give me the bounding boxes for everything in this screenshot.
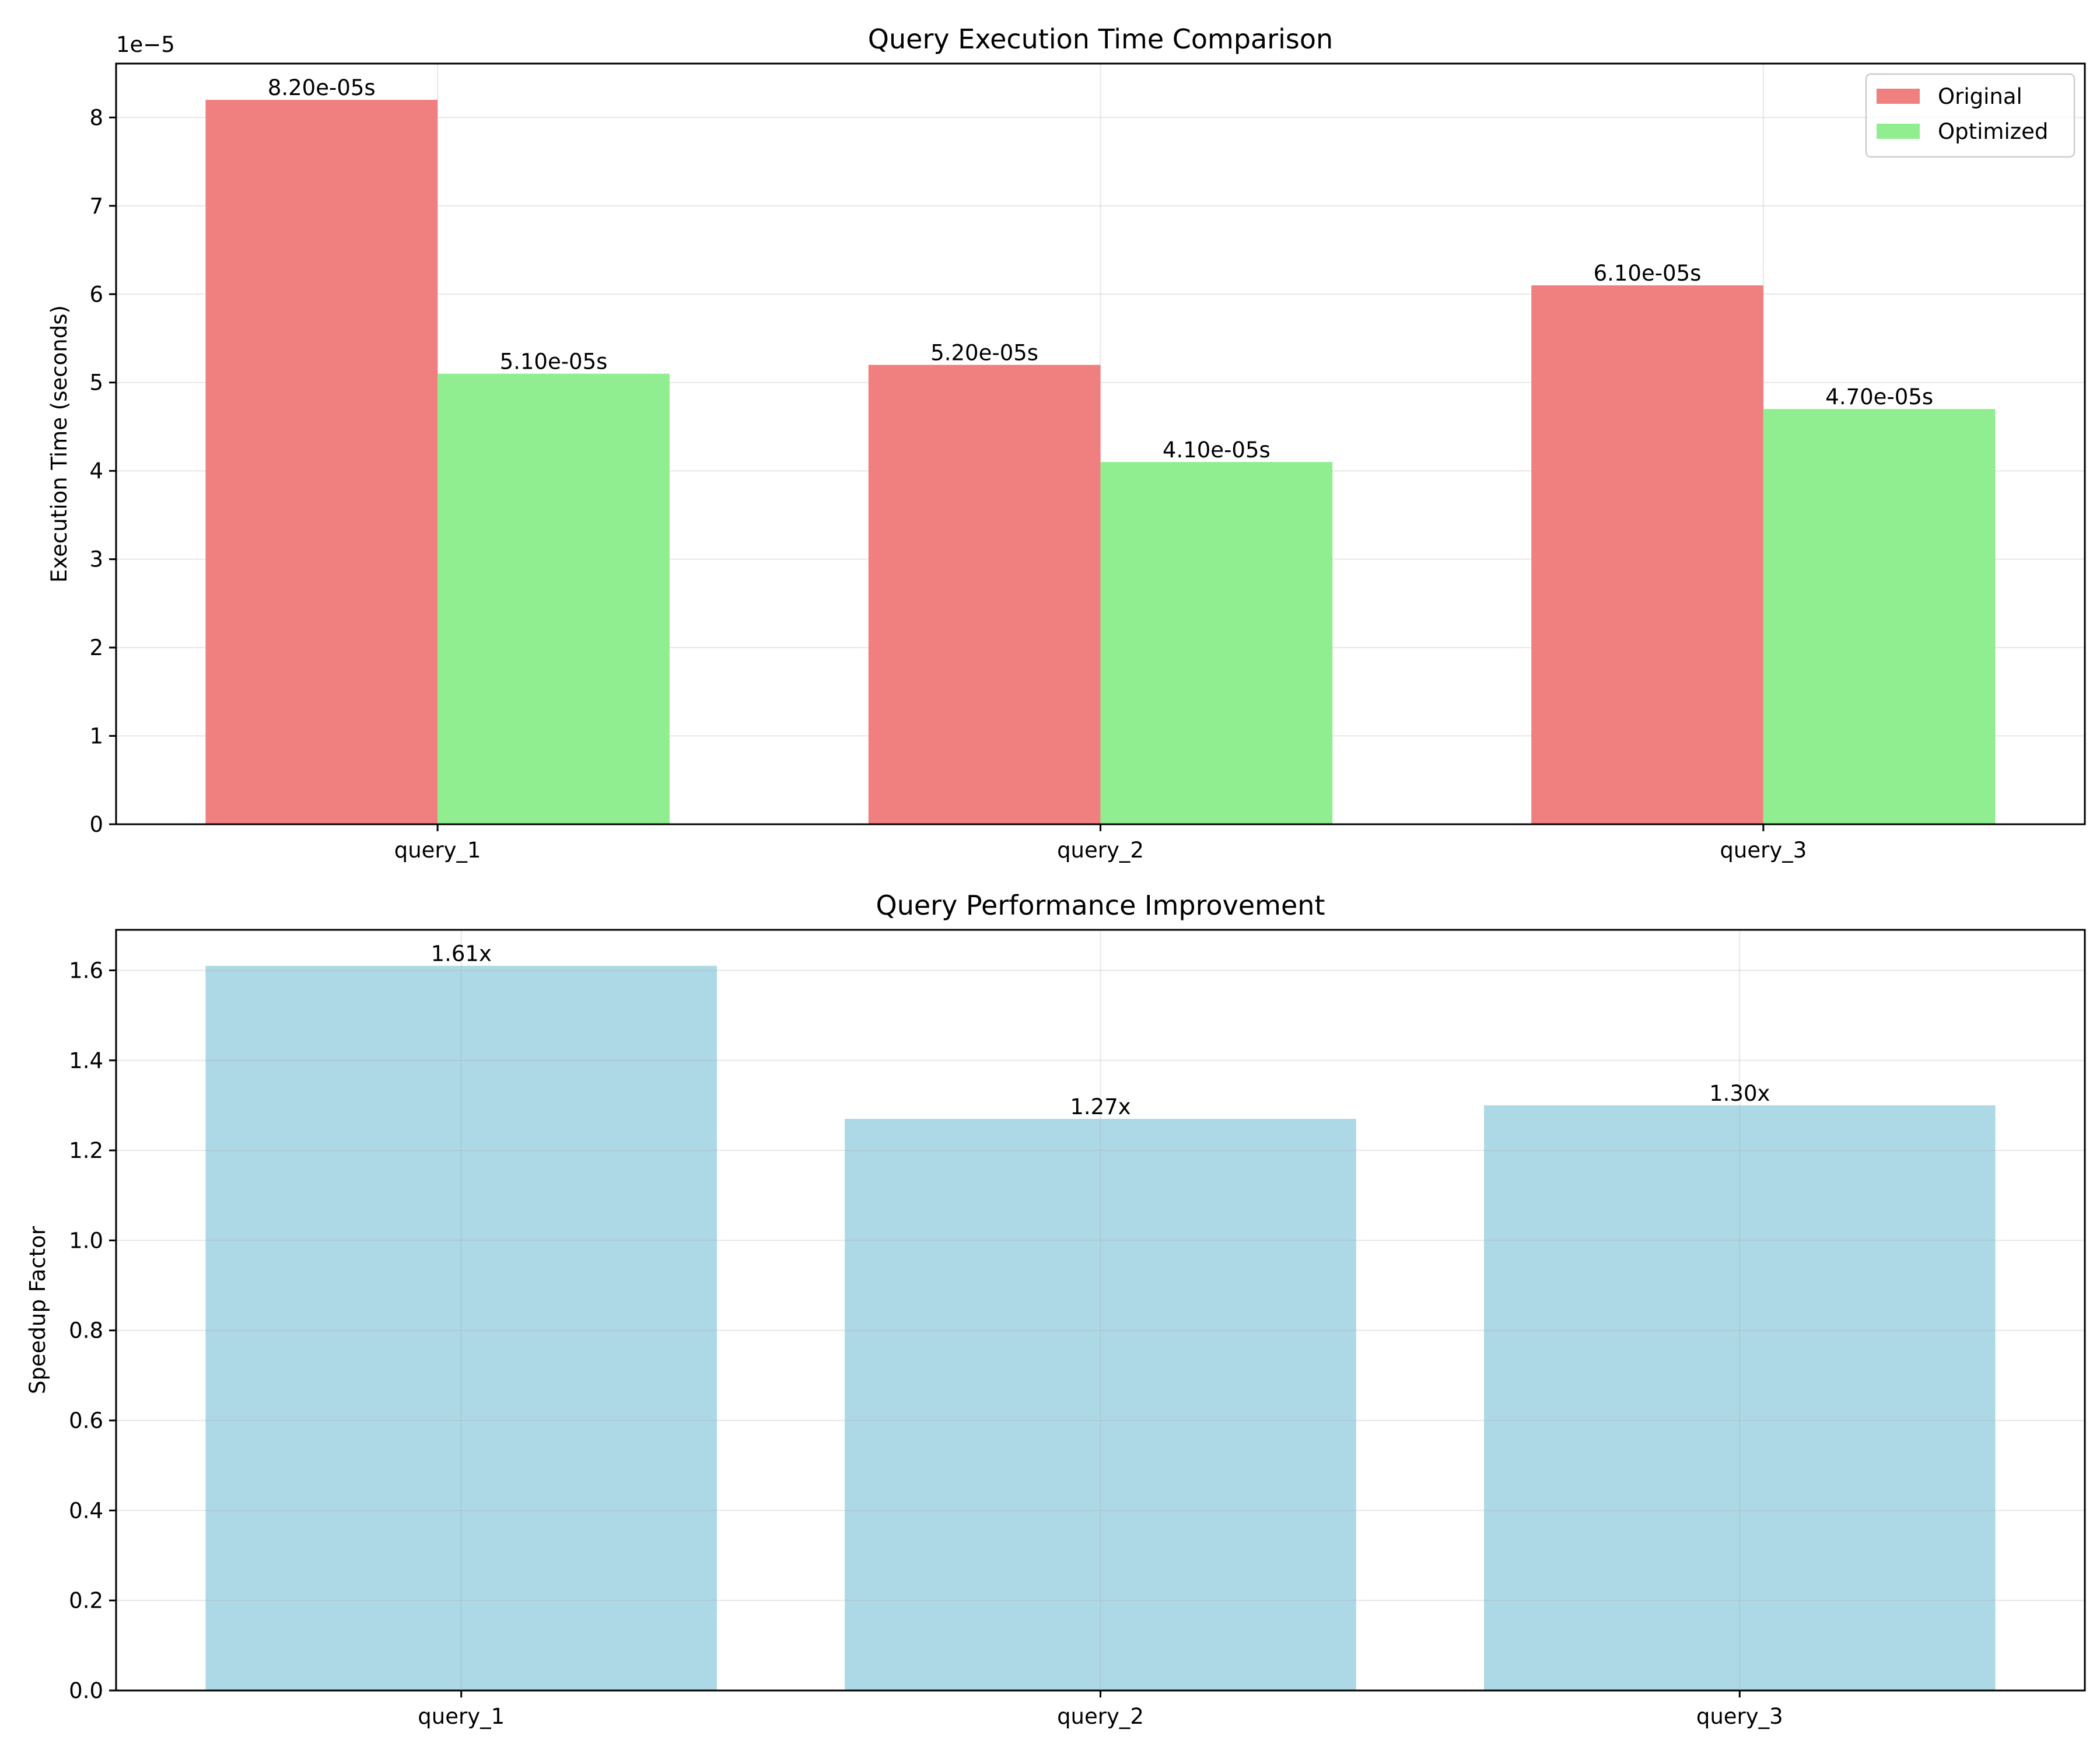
speedup-y-tick-label: 1.4 [69, 1048, 103, 1073]
legend-swatch-optimized [1877, 124, 1920, 139]
bar-speedup-query-3 [1483, 1105, 1996, 1690]
bar-original-query-3 [1531, 285, 1763, 824]
execution-time-y-axis-label: Execution Time (seconds) [47, 305, 72, 583]
data-label-speedup-query-2: 1.27x [1070, 1094, 1130, 1119]
speedup-y-tick-label: 1.2 [69, 1138, 103, 1163]
bar-optimized-query-2 [1100, 462, 1333, 824]
data-label-optimized-query-1: 5.10e-05s [500, 349, 608, 374]
legend-label-optimized: Optimized [1938, 119, 2048, 144]
execution-time-chart-title: Query Execution Time Comparison [868, 23, 1333, 55]
data-label-speedup-query-3: 1.30x [1709, 1081, 1770, 1106]
data-label-original-query-3: 6.10e-05s [1594, 261, 1702, 286]
execution-time-x-tick-label: query_2 [1057, 838, 1144, 863]
bar-speedup-query-2 [845, 1119, 1356, 1690]
execution-time-offset-text: 1e−5 [116, 32, 175, 57]
speedup-x-tick-label: query_3 [1696, 1704, 1783, 1729]
speedup-y-tick-label: 0.8 [69, 1318, 103, 1343]
data-label-original-query-1: 8.20e-05s [268, 75, 376, 100]
execution-time-y-tick-label: 7 [89, 194, 103, 219]
execution-time-y-tick-label: 2 [89, 635, 103, 660]
bar-original-query-1 [205, 100, 438, 825]
bar-optimized-query-3 [1763, 409, 1996, 824]
execution-time-y-tick-label: 4 [89, 459, 103, 484]
speedup-y-tick-label: 0.6 [69, 1408, 103, 1433]
execution-time-y-tick-label: 8 [89, 105, 103, 130]
legend-label-original: Original [1938, 84, 2022, 109]
data-label-speedup-query-1: 1.61x [431, 942, 492, 967]
execution-time-legend: Original Optimized [1865, 73, 2076, 158]
execution-time-y-tick-label: 0 [89, 812, 103, 837]
bar-original-query-2 [868, 365, 1101, 824]
bar-speedup-query-1 [205, 965, 718, 1690]
speedup-chart: 1.61x 1.27x 1.30x query_1 query_2 query_3 0.… [25, 890, 2086, 1729]
execution-time-x-tick-label: query_1 [394, 838, 481, 863]
execution-time-x-tick-label: query_3 [1720, 838, 1807, 863]
speedup-y-tick-label: 0.2 [69, 1588, 103, 1614]
bar-optimized-query-1 [438, 373, 670, 824]
execution-time-y-tick-label: 3 [89, 547, 103, 572]
execution-time-chart: 8.20e-05s 5.20e-05s 6.10e-05s 5.10e-05s 4.10… [47, 23, 2086, 863]
speedup-y-tick-label: 1.0 [69, 1228, 103, 1253]
speedup-y-axis-label: Speedup Factor [25, 1226, 50, 1394]
speedup-y-tick-label: 0.4 [69, 1498, 103, 1523]
data-label-original-query-2: 5.20e-05s [930, 340, 1038, 365]
speedup-y-tick-label: 0.0 [69, 1678, 103, 1703]
execution-time-y-tick-label: 6 [89, 282, 103, 307]
speedup-chart-title: Query Performance Improvement [876, 890, 1325, 921]
legend-swatch-original [1877, 89, 1920, 104]
execution-time-y-tick-label: 1 [89, 724, 103, 749]
speedup-x-tick-label: query_1 [418, 1704, 505, 1729]
execution-time-y-tick-label: 5 [89, 370, 103, 396]
data-label-optimized-query-2: 4.10e-05s [1163, 438, 1270, 463]
speedup-y-tick-label: 1.6 [69, 958, 103, 983]
data-label-optimized-query-3: 4.70e-05s [1825, 384, 1933, 410]
speedup-x-tick-label: query_2 [1057, 1704, 1144, 1729]
